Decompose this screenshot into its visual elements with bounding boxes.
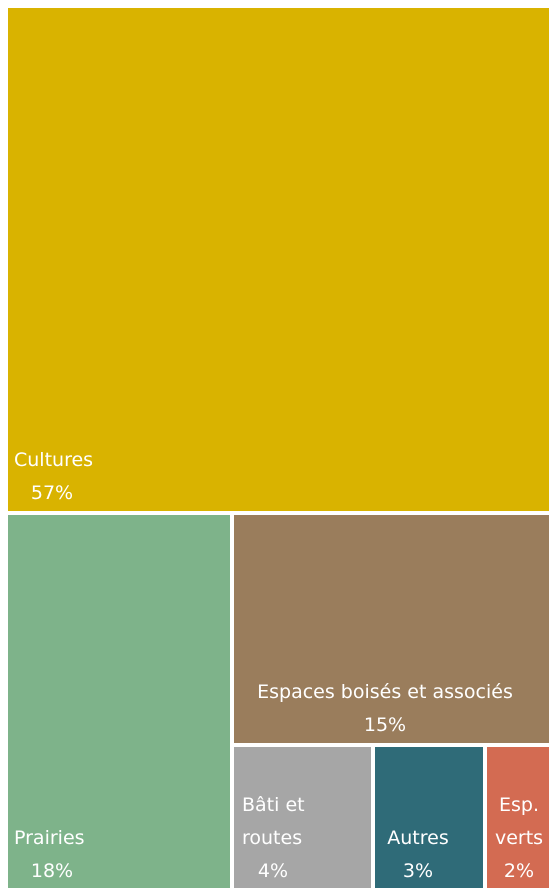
tile-name-label: Autres xyxy=(387,827,448,849)
tile-rect xyxy=(8,515,230,888)
tile-name-label: routes xyxy=(242,827,302,849)
treemap-tile-esp-verts: Esp. verts 2% xyxy=(487,747,549,888)
tile-value-label: 15% xyxy=(364,714,406,736)
tile-rect xyxy=(234,515,549,743)
tile-name-label: Espaces boisés et associés xyxy=(257,681,513,703)
treemap-tile-prairies: Prairies 18% xyxy=(8,515,230,888)
tile-name-label: verts xyxy=(495,827,543,849)
tile-value-label: 18% xyxy=(31,860,73,882)
tile-name-label: Cultures xyxy=(14,449,93,471)
tile-name-label: Esp. xyxy=(499,794,539,816)
tile-rect xyxy=(375,747,483,888)
tile-name-label: Prairies xyxy=(14,827,85,849)
tile-rect xyxy=(234,747,371,888)
tile-rect xyxy=(8,8,549,511)
treemap-tile-autres: Autres 3% xyxy=(375,747,483,888)
tile-value-label: 3% xyxy=(403,860,433,882)
tile-value-label: 2% xyxy=(504,860,534,882)
treemap-tile-bati-et-routes: Bâti et routes 4% xyxy=(234,747,371,888)
tile-value-label: 57% xyxy=(31,482,73,504)
tile-value-label: 4% xyxy=(258,860,288,882)
treemap-tile-cultures: Cultures 57% xyxy=(8,8,549,511)
treemap-tile-espaces-boises-et-associes: Espaces boisés et associés 15% xyxy=(234,515,549,743)
tile-rect xyxy=(487,747,549,888)
tile-name-label: Bâti et xyxy=(242,794,305,816)
